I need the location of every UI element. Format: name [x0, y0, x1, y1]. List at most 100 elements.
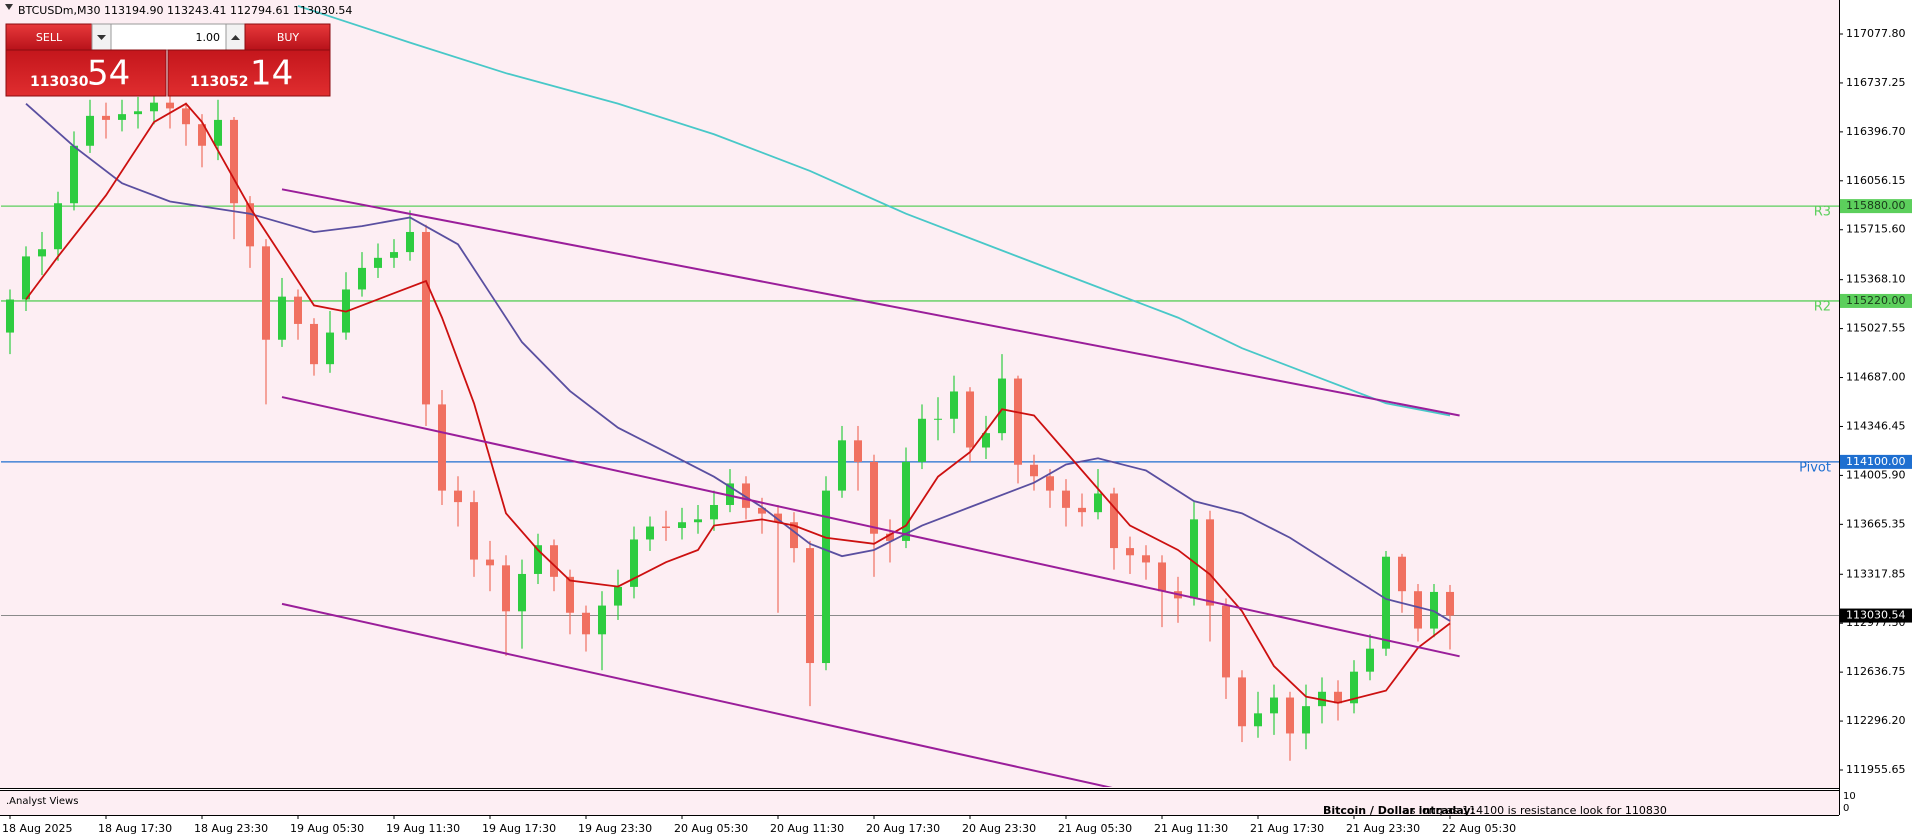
level-badge — [1840, 454, 1912, 469]
y-tick-label: 115027.55 — [1846, 322, 1906, 335]
x-tick-label: 19 Aug 17:30 — [482, 822, 556, 835]
candle-body — [550, 545, 558, 577]
candle-body — [774, 513, 782, 523]
level-value: 115220.00 — [1846, 294, 1906, 307]
candle-body — [1046, 476, 1054, 491]
candle-body — [134, 111, 142, 115]
candle-body — [1270, 697, 1278, 714]
moving-average — [25, 102, 1451, 704]
trade-panel: SELL 1.00 BUY 113030 54 113052 14 — [5, 23, 331, 97]
candle-body — [1190, 519, 1198, 599]
y-tick-label: 112296.20 — [1846, 714, 1906, 727]
candle-body — [70, 145, 78, 204]
candle-body — [662, 526, 670, 528]
candle-body — [1366, 648, 1374, 672]
level-name: Pivot — [1799, 460, 1831, 475]
candle-body — [1302, 706, 1310, 734]
candle-body — [758, 507, 766, 514]
plot-background — [0, 0, 1839, 788]
candle-body — [1062, 490, 1070, 508]
y-tick-label: 113317.85 — [1846, 567, 1906, 580]
candle-body — [406, 231, 414, 253]
candle-body — [998, 378, 1006, 434]
y-tick-label: 116396.70 — [1846, 125, 1906, 138]
candle-body — [86, 115, 94, 146]
candle-body — [726, 483, 734, 505]
candle-body — [854, 440, 862, 462]
candle-body — [806, 548, 814, 664]
candle-body — [646, 526, 654, 540]
candle-body — [38, 249, 46, 257]
sell-price-pips: 54 — [87, 54, 130, 94]
buy-price-pips: 14 — [250, 54, 293, 94]
candle-body — [1414, 591, 1422, 629]
y-tick-label: 115368.10 — [1846, 273, 1906, 286]
level-value: 114100.00 — [1846, 455, 1906, 468]
candle-body — [486, 559, 494, 566]
candle-body — [1158, 562, 1166, 592]
candle-body — [1142, 555, 1150, 563]
y-tick-label: 116056.15 — [1846, 174, 1906, 187]
moving-average — [25, 102, 1451, 622]
candle-body — [982, 433, 990, 448]
candle-body — [518, 573, 526, 612]
level-badge — [1840, 293, 1912, 308]
x-tick-label: 21 Aug 05:30 — [1058, 822, 1132, 835]
x-tick-label: 20 Aug 17:30 — [866, 822, 940, 835]
menu-icon[interactable] — [5, 4, 13, 10]
candle-body — [566, 576, 574, 613]
candle-body — [166, 102, 174, 109]
candle-body — [1126, 548, 1134, 556]
candle-body — [1078, 507, 1086, 513]
candle-body — [1398, 556, 1406, 592]
candle-body — [1350, 671, 1358, 704]
level-name: R2 — [1814, 299, 1831, 314]
candle-body — [694, 519, 702, 523]
lot-value: 1.00 — [196, 31, 221, 44]
y-tick-label: 115715.60 — [1846, 223, 1906, 236]
sell-price-box[interactable] — [5, 49, 167, 97]
y-tick-label: 112636.75 — [1846, 665, 1906, 678]
level-value: 115880.00 — [1846, 199, 1906, 212]
x-tick-label: 19 Aug 23:30 — [578, 822, 652, 835]
candle-body — [534, 545, 542, 574]
buy-price-box[interactable] — [167, 49, 331, 97]
candle-body — [502, 565, 510, 612]
candle-body — [1254, 713, 1262, 727]
x-tick-label: 20 Aug 11:30 — [770, 822, 844, 835]
trend-channel-line — [281, 602, 1113, 787]
candle-body — [454, 490, 462, 503]
candle-body — [118, 114, 126, 120]
candle-body — [790, 522, 798, 549]
x-tick-label: 21 Aug 23:30 — [1346, 822, 1420, 835]
level-badge — [1840, 199, 1912, 214]
down-arrow — [97, 35, 106, 40]
last-price-badge — [1840, 608, 1912, 623]
candle-body — [310, 323, 318, 365]
x-tick-label: 21 Aug 17:30 — [1250, 822, 1324, 835]
candle-body — [1382, 556, 1390, 649]
candle-body — [710, 504, 718, 520]
candle-body — [214, 119, 222, 146]
plot-layer: R3 R2 Pivot — [1, 5, 1839, 787]
candle-body — [870, 461, 878, 534]
candle-body — [838, 440, 846, 491]
candle-body — [438, 404, 446, 491]
level-name: R3 — [1814, 205, 1831, 220]
candle-body — [102, 115, 110, 120]
candle-body — [230, 119, 238, 204]
buy-price: 113052 — [190, 74, 248, 90]
indicator-background — [0, 790, 1839, 815]
candle-body — [678, 522, 686, 528]
candle-body — [630, 539, 638, 587]
x-tick-label: 22 Aug 05:30 — [1442, 822, 1516, 835]
candle-body — [54, 203, 62, 250]
candle-body — [1014, 378, 1022, 465]
axis-layer: 117077.80 116737.25 116396.70 116056.15 1157… — [2, 27, 1912, 835]
candle-body — [886, 533, 894, 541]
candle-body — [742, 483, 750, 508]
y-tick-label: 117077.80 — [1846, 27, 1906, 40]
y-tick-label: 113665.35 — [1846, 517, 1906, 530]
candle-body — [182, 108, 190, 125]
candle-body — [1206, 519, 1214, 606]
